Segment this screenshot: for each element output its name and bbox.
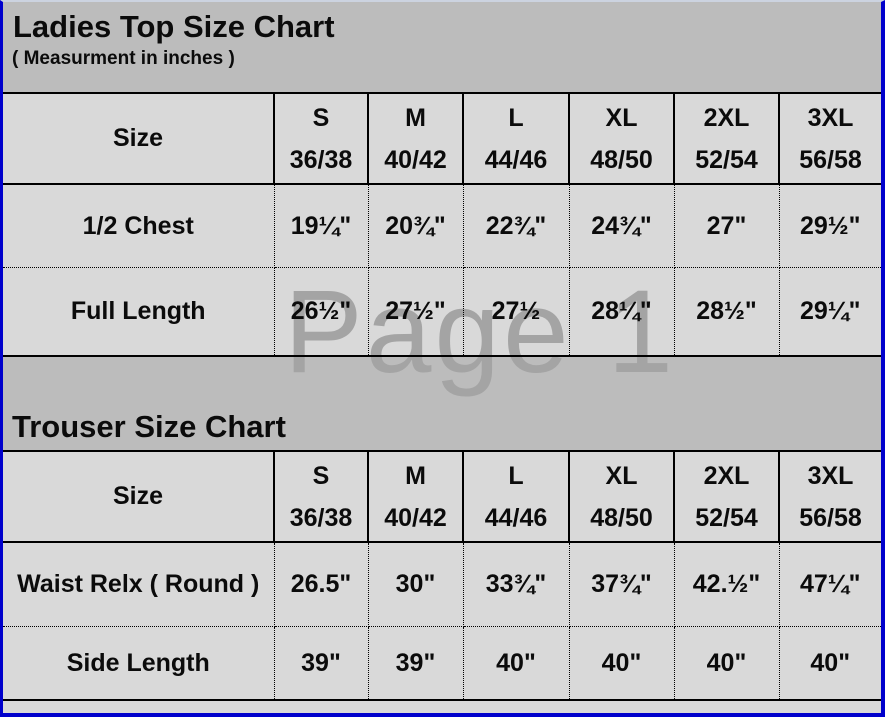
row-label: Waist Relx ( Round ) xyxy=(3,541,275,627)
header-size-label: 2XL xyxy=(703,461,750,490)
header-cell-l: L 44/46 xyxy=(462,450,570,543)
ladies-chart-title-band: Ladies Top Size Chart ( Measurment in in… xyxy=(3,2,881,92)
value-cell: 40" xyxy=(568,626,675,701)
header-size-label: XL xyxy=(605,461,638,490)
value-cell: 28½" xyxy=(673,267,780,357)
header-cell-3xl: 3XL 56/58 xyxy=(778,92,881,185)
value-cell: 29½" xyxy=(778,183,881,268)
value-cell: 33¾" xyxy=(462,541,570,627)
row-label: 1/2 Chest xyxy=(3,183,275,268)
full-length-row: Full Length 26½" 27½" 27½ 28¼" 28½" 29¼" xyxy=(3,267,881,357)
header-size-range: 44/46 xyxy=(484,503,548,532)
header-size-range: 40/42 xyxy=(384,503,447,532)
header-cell-2xl: 2XL 52/54 xyxy=(673,92,780,185)
header-size-label: M xyxy=(405,461,426,490)
value-cell: 24¾" xyxy=(568,183,675,268)
header-cell-l: L 44/46 xyxy=(462,92,570,185)
half-chest-row: 1/2 Chest 19¼" 20¾" 22¾" 24¾" 27" 29½" xyxy=(3,183,881,268)
header-size-range: 56/58 xyxy=(799,145,862,174)
header-size-label: S xyxy=(312,461,330,490)
value-cell: 37¾" xyxy=(568,541,675,627)
header-size-label: L xyxy=(508,461,524,490)
header-size-label: 3XL xyxy=(807,103,854,132)
header-cell-xl: XL 48/50 xyxy=(568,450,675,543)
header-size-range: 48/50 xyxy=(590,503,653,532)
value-cell: 40" xyxy=(462,626,570,701)
ladies-chart-title: Ladies Top Size Chart xyxy=(13,9,335,44)
value-cell: 39" xyxy=(367,626,464,701)
header-size-range: 36/38 xyxy=(289,145,353,174)
ladies-size-table: Size S 36/38 M 40/42 L 44/46 XL 48/50 xyxy=(3,92,881,357)
value-cell: 30" xyxy=(367,541,464,627)
value-cell: 29¼" xyxy=(778,267,881,357)
header-cell-xl: XL 48/50 xyxy=(568,92,675,185)
header-size-label: S xyxy=(312,103,330,132)
header-size-range: 40/42 xyxy=(384,145,447,174)
value-cell: 20¾" xyxy=(367,183,464,268)
header-size-range: 44/46 xyxy=(484,145,548,174)
trouser-header-row: Size S 36/38 M 40/42 L 44/46 XL 48/50 xyxy=(3,450,881,543)
header-size-range: 56/58 xyxy=(799,503,862,532)
side-length-row: Side Length 39" 39" 40" 40" 40" 40" xyxy=(3,626,881,701)
value-cell: 42.½" xyxy=(673,541,780,627)
value-cell: 40" xyxy=(778,626,881,701)
header-size-label: L xyxy=(508,103,524,132)
header-cell-2xl: 2XL 52/54 xyxy=(673,450,780,543)
header-size-label: XL xyxy=(605,103,638,132)
header-size-range: 52/54 xyxy=(695,145,758,174)
header-cell-m: M 40/42 xyxy=(367,450,464,543)
header-size-label: 3XL xyxy=(807,461,854,490)
header-cell-m: M 40/42 xyxy=(367,92,464,185)
trouser-size-table: Size S 36/38 M 40/42 L 44/46 XL 48/50 xyxy=(3,450,881,701)
size-column-header: Size xyxy=(3,92,275,185)
header-size-label: M xyxy=(405,103,426,132)
header-cell-3xl: 3XL 56/58 xyxy=(778,450,881,543)
header-size-range: 52/54 xyxy=(695,503,758,532)
trouser-chart-title-band: Trouser Size Chart xyxy=(3,357,881,450)
header-cell-s: S 36/38 xyxy=(273,92,369,185)
header-size-range: 48/50 xyxy=(590,145,653,174)
header-size-range: 36/38 xyxy=(289,503,353,532)
header-size-label: 2XL xyxy=(703,103,750,132)
value-cell: 22¾" xyxy=(462,183,570,268)
value-cell: 27½ xyxy=(462,267,570,357)
value-cell: 40" xyxy=(673,626,780,701)
row-label: Full Length xyxy=(3,267,275,357)
size-column-header: Size xyxy=(3,450,275,543)
measurement-unit-note: ( Measurment in inches ) xyxy=(12,47,235,69)
value-cell: 26.5" xyxy=(273,541,369,627)
header-cell-s: S 36/38 xyxy=(273,450,369,543)
value-cell: 39" xyxy=(273,626,369,701)
row-label: Side Length xyxy=(3,626,275,701)
value-cell: 27½" xyxy=(367,267,464,357)
trouser-chart-title: Trouser Size Chart xyxy=(12,409,286,445)
value-cell: 26½" xyxy=(273,267,369,357)
value-cell: 28¼" xyxy=(568,267,675,357)
value-cell: 27" xyxy=(673,183,780,268)
ladies-header-row: Size S 36/38 M 40/42 L 44/46 XL 48/50 xyxy=(3,92,881,185)
value-cell: 47¼" xyxy=(778,541,881,627)
waist-relax-row: Waist Relx ( Round ) 26.5" 30" 33¾" 37¾"… xyxy=(3,541,881,627)
value-cell: 19¼" xyxy=(273,183,369,268)
